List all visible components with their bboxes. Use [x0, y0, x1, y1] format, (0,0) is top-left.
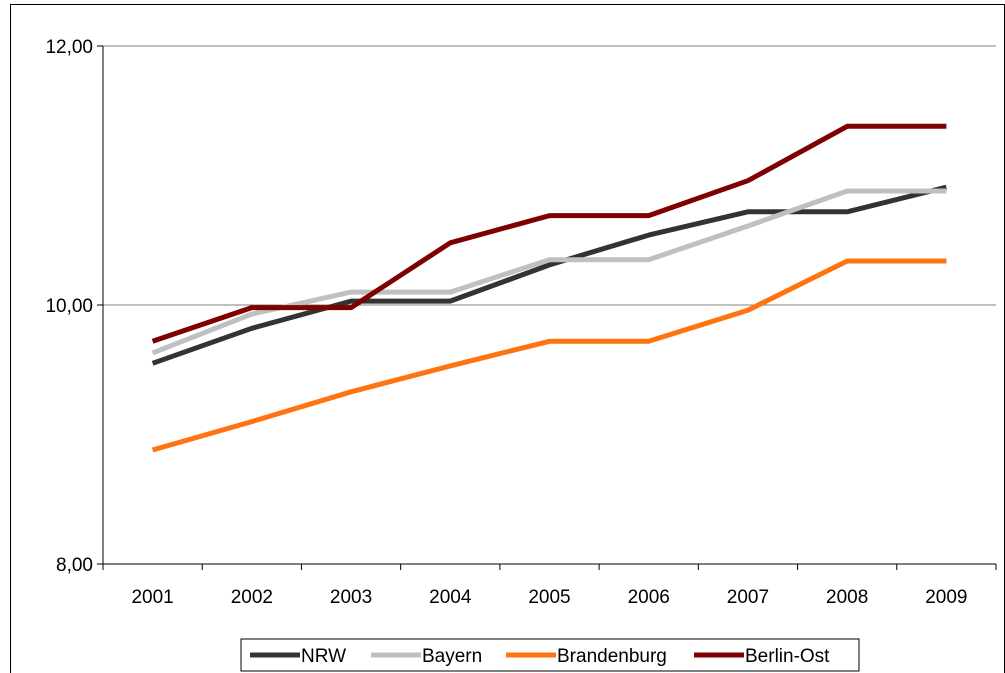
- x-tick-label: 2004: [429, 587, 472, 608]
- y-tick-label: 8,00: [56, 555, 93, 576]
- legend-label-brandenburg: Brandenburg: [557, 646, 667, 667]
- series-layer: [151, 123, 948, 453]
- x-tick-label: 2005: [528, 587, 570, 608]
- series-line-berlin-ost: [151, 123, 947, 344]
- x-tick-label: 2007: [727, 587, 769, 608]
- series-line-nrw: [151, 184, 948, 366]
- y-tick-label: 12,00: [45, 37, 93, 58]
- x-tick-label: 2002: [231, 587, 273, 608]
- legend-label-berlin-ost: Berlin-Ost: [745, 646, 830, 667]
- legend-label-nrw: NRW: [301, 646, 346, 667]
- legend: NRW Bayern Brandenburg Berlin-Ost: [240, 638, 860, 672]
- x-tick-label: 2009: [925, 587, 967, 608]
- x-tick-label: 2003: [330, 587, 372, 608]
- y-tick-label: 10,00: [45, 296, 93, 317]
- x-tick-label: 2006: [628, 587, 670, 608]
- axis-layer: [97, 45, 997, 570]
- legend-label-bayern: Bayern: [422, 646, 482, 667]
- grid-layer: [103, 45, 996, 306]
- x-tick-label: 2008: [826, 587, 868, 608]
- series-line-brandenburg: [151, 258, 947, 453]
- x-tick-label: 2001: [131, 587, 173, 608]
- label-layer: 8,00 10,00 12,00 2001 2002 2003 2004 2005 2006 20…: [45, 37, 967, 608]
